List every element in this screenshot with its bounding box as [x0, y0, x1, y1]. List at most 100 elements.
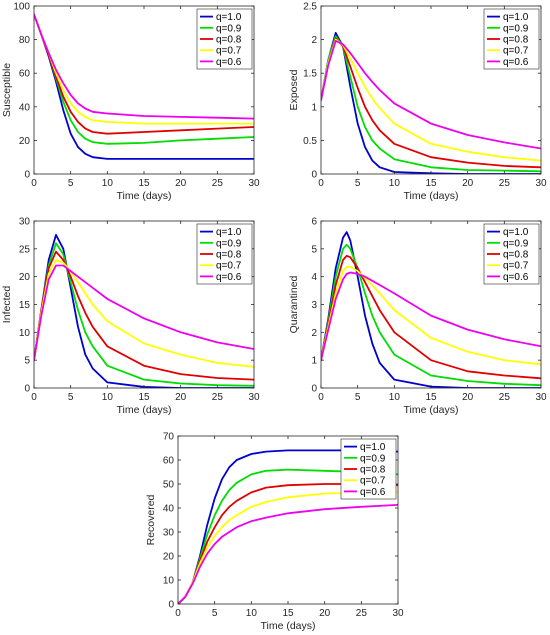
- y-tick-label: 10: [19, 328, 31, 339]
- series-line-q=0.6: [178, 504, 398, 604]
- y-tick-label: 80: [19, 35, 31, 46]
- legend-entry-q=0.8: q=0.8: [216, 250, 242, 261]
- legend-entry-q=0.7: q=0.7: [360, 476, 386, 487]
- y-tick-label: 4: [311, 272, 317, 283]
- series-group: [178, 449, 398, 604]
- y-tick-label: 50: [163, 480, 175, 491]
- legend-entry-q=0.6: q=0.6: [503, 272, 529, 283]
- y-tick-label: 2: [311, 328, 317, 339]
- x-tick-label: 25: [499, 392, 511, 403]
- legend: q=1.0q=0.9q=0.8q=0.7q=0.6: [483, 8, 540, 70]
- legend-entry-q=0.9: q=0.9: [216, 238, 242, 249]
- series-line-q=0.9: [321, 243, 541, 387]
- x-tick-label: 30: [535, 178, 547, 189]
- legend-entry-q=0.6: q=0.6: [216, 272, 242, 283]
- x-tick-label: 15: [425, 392, 437, 403]
- x-tick-label: 5: [68, 392, 74, 403]
- series-line-q=0.9: [34, 242, 254, 387]
- y-tick-label: 25: [19, 244, 31, 255]
- series-line-q=0.7: [321, 266, 541, 366]
- y-tick-label: 0: [311, 170, 317, 181]
- legend-entry-q=0.7: q=0.7: [216, 46, 242, 57]
- x-tick-label: 20: [175, 392, 187, 403]
- legend-entry-q=0.6: q=0.6: [360, 487, 386, 498]
- legend-entry-q=0.8: q=0.8: [503, 250, 529, 261]
- y-tick-label: 20: [163, 552, 175, 563]
- series-line-q=0.8: [34, 250, 254, 381]
- y-tick-label: 0: [168, 600, 174, 611]
- x-tick-label: 30: [248, 392, 260, 403]
- x-tick-label: 10: [246, 608, 258, 619]
- series-line-q=0.6: [321, 271, 541, 362]
- y-tick-label: 100: [13, 2, 30, 13]
- y-tick-label: 1.5: [303, 69, 317, 80]
- x-tick-label: 10: [389, 178, 401, 189]
- x-tick-label: 25: [212, 392, 224, 403]
- y-tick-label: 30: [19, 217, 31, 228]
- x-tick-label: 30: [392, 608, 404, 619]
- x-tick-label: 5: [355, 178, 361, 189]
- y-tick-label: 30: [163, 528, 175, 539]
- x-tick-label: 20: [462, 392, 474, 403]
- x-tick-label: 25: [356, 608, 368, 619]
- series-line-q=0.8: [321, 254, 541, 380]
- x-tick-label: 25: [499, 178, 511, 189]
- x-tick-label: 10: [102, 392, 114, 403]
- legend-entry-q=0.8: q=0.8: [503, 35, 529, 46]
- y-tick-label: 1: [311, 356, 317, 367]
- y-tick-label: 3: [311, 300, 317, 311]
- x-tick-label: 30: [248, 178, 260, 189]
- legend: q=1.0q=0.9q=0.8q=0.7q=0.6: [196, 8, 253, 70]
- legend-entry-q=0.8: q=0.8: [216, 35, 242, 46]
- x-axis-label: Time (days): [116, 190, 171, 202]
- y-axis-label: Quarantined: [288, 275, 300, 333]
- y-tick-label: 2.5: [303, 2, 317, 13]
- y-tick-label: 5: [24, 356, 30, 367]
- x-tick-label: 0: [318, 392, 324, 403]
- legend-entry-q=0.8: q=0.8: [360, 465, 386, 476]
- series-group: [34, 13, 254, 160]
- chart-quarantined: 0 5 10 15 20 25 30 0 1 2 3 4 5 6 Time (days) Quarantine…: [288, 217, 547, 417]
- series-line-q=0.6: [321, 40, 541, 150]
- legend: q=1.0q=0.9q=0.8q=0.7q=0.6: [483, 223, 540, 285]
- y-tick-label: 60: [163, 456, 175, 467]
- series-group: [34, 234, 254, 388]
- x-tick-label: 10: [102, 178, 114, 189]
- x-tick-label: 5: [355, 392, 361, 403]
- y-tick-label: 2: [311, 35, 317, 46]
- x-tick-label: 15: [138, 392, 150, 403]
- x-tick-label: 0: [31, 178, 37, 189]
- y-axis-label: Susceptible: [1, 63, 13, 117]
- x-tick-label: 15: [425, 178, 437, 189]
- legend-entry-q=1.0: q=1.0: [360, 442, 386, 453]
- legend-entry-q=0.9: q=0.9: [360, 453, 386, 464]
- y-tick-label: 40: [19, 102, 31, 113]
- legend-entry-q=0.7: q=0.7: [503, 46, 529, 57]
- y-tick-label: 10: [163, 576, 175, 587]
- y-tick-label: 15: [19, 300, 31, 311]
- y-tick-label: 0: [24, 384, 30, 395]
- x-tick-label: 20: [175, 178, 187, 189]
- y-axis-label: Exposed: [288, 69, 300, 110]
- legend-entry-q=1.0: q=1.0: [503, 227, 529, 238]
- x-axis-label: Time (days): [260, 620, 315, 632]
- y-tick-label: 20: [19, 136, 31, 147]
- chart-susceptible: 0 5 10 15 20 25 30 0 20 40 60 80 100 Time (days) Susce…: [1, 2, 260, 203]
- legend: q=1.0q=0.9q=0.8q=0.7q=0.6: [340, 438, 397, 500]
- x-tick-label: 0: [31, 392, 37, 403]
- chart-recovered: 0 5 10 15 20 25 30 0 10 20 30 40 50 60 70 Time (days) Re…: [145, 432, 404, 633]
- legend-entry-q=0.9: q=0.9: [216, 23, 242, 34]
- series-group: [321, 231, 541, 388]
- y-tick-label: 6: [311, 217, 317, 228]
- legend-entry-q=0.9: q=0.9: [503, 23, 529, 34]
- x-axis-label: Time (days): [403, 404, 458, 416]
- x-tick-label: 15: [138, 178, 150, 189]
- y-tick-label: 70: [163, 432, 175, 443]
- y-tick-label: 1: [311, 102, 317, 113]
- series-line-q=1.0: [321, 231, 541, 388]
- y-tick-label: 0.5: [303, 136, 317, 147]
- y-tick-label: 0: [311, 384, 317, 395]
- y-axis-label: Recovered: [145, 494, 157, 545]
- x-tick-label: 10: [389, 392, 401, 403]
